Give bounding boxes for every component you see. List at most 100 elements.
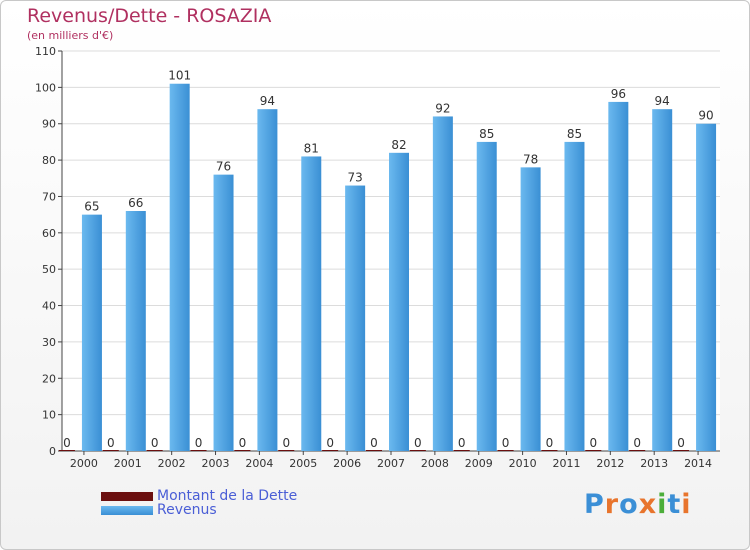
debt-data-label: 0 (546, 436, 554, 450)
legend-item-dette: Montant de la Dette (101, 488, 297, 504)
y-tick-label: 0 (49, 445, 56, 458)
debt-data-label: 0 (414, 436, 422, 450)
revenue-data-label: 73 (347, 171, 362, 185)
revenue-bar (432, 116, 453, 452)
x-tick-label: 2010 (509, 457, 537, 470)
revenue-bar (257, 109, 278, 451)
x-tick-label: 2005 (289, 457, 317, 470)
legend-item-revenus: Revenus (101, 502, 217, 518)
revenue-data-label: 85 (567, 127, 582, 141)
x-tick-label: 2002 (158, 457, 186, 470)
x-tick-label: 2009 (465, 457, 493, 470)
debt-data-label: 0 (107, 436, 115, 450)
revenue-bar (520, 167, 541, 451)
logo-letter: x (638, 489, 658, 520)
debt-data-label: 0 (677, 436, 685, 450)
debt-bar (102, 450, 119, 451)
debt-bar (234, 450, 251, 451)
revenue-data-label: 65 (84, 200, 99, 214)
revenue-bar (125, 211, 146, 451)
x-tick-label: 2008 (421, 457, 449, 470)
debt-bar (673, 450, 690, 451)
debt-data-label: 0 (151, 436, 159, 450)
y-tick-label: 90 (42, 118, 56, 131)
debt-data-label: 0 (239, 436, 247, 450)
revenue-data-label: 82 (391, 138, 406, 152)
x-tick-label: 2006 (333, 457, 361, 470)
debt-data-label: 0 (195, 436, 203, 450)
revenue-bar (345, 185, 366, 451)
x-tick-label: 2012 (596, 457, 624, 470)
debt-bar (453, 450, 470, 451)
x-tick-label: 2011 (552, 457, 580, 470)
debt-bar (146, 450, 163, 451)
chart-subtitle: (en milliers d'€) (27, 29, 114, 42)
y-tick-label: 60 (42, 227, 56, 240)
y-tick-label: 50 (42, 263, 56, 276)
x-tick-label: 2014 (684, 457, 712, 470)
debt-bar (190, 450, 207, 451)
debt-bar (322, 450, 339, 451)
debt-data-label: 0 (633, 436, 641, 450)
debt-bar (366, 450, 382, 451)
y-tick-label: 100 (35, 81, 56, 94)
revenue-data-label: 92 (435, 101, 450, 115)
y-tick-label: 10 (42, 409, 56, 422)
x-tick-label: 2003 (202, 457, 230, 470)
debt-bar (278, 450, 295, 451)
debt-data-label: 0 (282, 436, 290, 450)
revenue-bar (608, 101, 629, 451)
y-tick-label: 110 (35, 45, 56, 58)
revenue-data-label: 66 (128, 196, 143, 210)
x-tick-label: 2004 (245, 457, 273, 470)
revenue-data-label: 96 (611, 87, 626, 101)
debt-bar (58, 450, 75, 451)
logo-letter: i (657, 489, 668, 520)
x-tick-label: 2013 (640, 457, 668, 470)
revenue-bar (476, 141, 497, 451)
debt-bar (409, 450, 426, 451)
revenue-data-label: 81 (304, 141, 319, 155)
debt-data-label: 0 (502, 436, 510, 450)
debt-data-label: 0 (370, 436, 378, 450)
revenue-bar (213, 174, 234, 452)
revenue-data-label: 78 (523, 152, 538, 166)
legend-label-dette: Montant de la Dette (157, 488, 298, 504)
revenue-bar (564, 141, 585, 451)
logo-letter: t (667, 489, 682, 520)
logo-letter: P (584, 489, 605, 520)
x-tick-label: 2000 (70, 457, 98, 470)
y-tick-label: 70 (42, 190, 56, 203)
x-tick-label: 2007 (377, 457, 405, 470)
revenue-data-label: 90 (698, 109, 713, 123)
legend-label-revenus: Revenus (157, 502, 217, 518)
revenue-bar (696, 123, 717, 452)
revenue-data-label: 101 (168, 69, 191, 83)
proxiti-logo: Proxiti (584, 489, 692, 520)
revenue-bar (301, 156, 322, 452)
x-tick-label: 2001 (114, 457, 142, 470)
legend-swatch-revenus (101, 505, 153, 515)
debt-data-label: 0 (326, 436, 334, 450)
y-tick-label: 40 (42, 300, 56, 313)
revenue-data-label: 94 (260, 94, 275, 108)
debt-data-label: 0 (63, 436, 71, 450)
revenue-bar (389, 152, 409, 451)
debt-data-label: 0 (458, 436, 466, 450)
debt-data-label: 0 (590, 436, 598, 450)
debt-bar (497, 450, 514, 451)
logo-letter: i (681, 489, 692, 520)
debt-bar (629, 450, 646, 451)
legend-swatch-dette (101, 491, 153, 501)
revenue-bar (652, 109, 673, 451)
logo-letter: o (619, 489, 639, 520)
logo-letter: r (604, 489, 620, 520)
revenue-data-label: 76 (216, 160, 231, 174)
revenue-bar (81, 214, 102, 451)
revenue-data-label: 85 (479, 127, 494, 141)
revenue-data-label: 94 (655, 94, 670, 108)
y-tick-label: 30 (42, 336, 56, 349)
y-tick-label: 20 (42, 372, 56, 385)
debt-bar (585, 450, 602, 451)
